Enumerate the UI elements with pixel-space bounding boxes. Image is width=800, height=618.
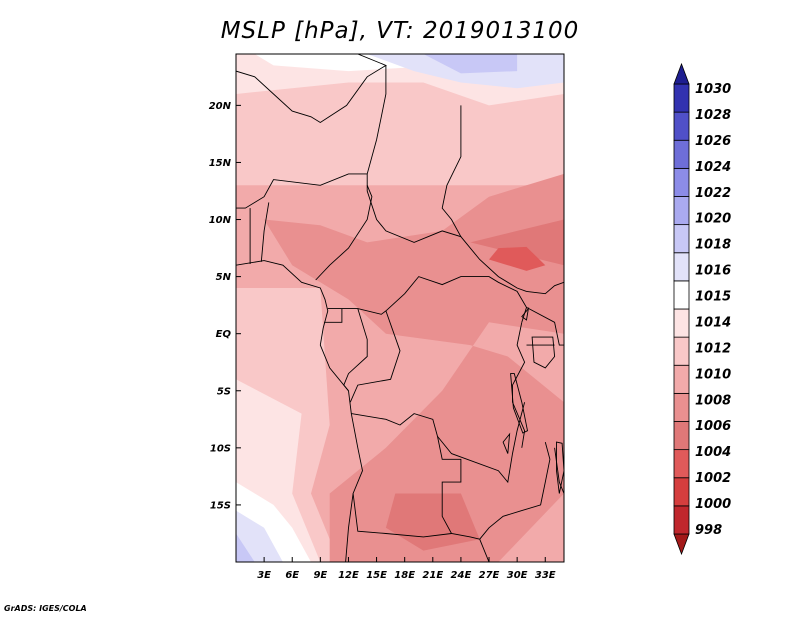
colorbar-swatch — [673, 224, 690, 254]
lake-outline-3 — [521, 307, 530, 321]
x-tick-label: 27E — [479, 570, 500, 581]
colorbar-swatch — [673, 167, 690, 197]
colorbar-label: 1020 — [695, 212, 731, 227]
x-tick-label: 33E — [535, 570, 556, 581]
colorbar-swatch — [673, 139, 690, 169]
pressure-region-1006 — [470, 219, 564, 266]
colorbar-label: 1010 — [695, 367, 731, 382]
border-line-13 — [437, 402, 526, 484]
x-tick-label: 6E — [285, 570, 299, 581]
colorbar-label: 1004 — [695, 445, 731, 460]
y-tick-label: EQ — [216, 329, 232, 340]
x-tick-label: 9E — [313, 570, 327, 581]
y-tick-label: 20N — [209, 101, 232, 112]
lake-outline-4 — [502, 432, 511, 454]
colorbar-swatch — [673, 83, 690, 113]
colorbar-swatch — [673, 364, 690, 394]
credit-text: GrADS: IGES/COLA — [4, 604, 87, 613]
x-tick-label: 15E — [366, 570, 387, 581]
country-borders — [236, 54, 564, 562]
border-line-6 — [236, 260, 363, 562]
chart-title: MSLP [hPa], VT: 2019013100 — [220, 18, 580, 44]
border-line-8 — [327, 276, 527, 323]
colorbar-swatch — [673, 196, 690, 226]
border-line-1 — [366, 65, 527, 292]
border-line-17 — [479, 539, 490, 562]
colorbar-swatch — [673, 62, 690, 85]
border-line-0 — [236, 54, 387, 124]
colorbar-label: 1018 — [695, 238, 731, 253]
colorbar-label: 1008 — [695, 393, 731, 408]
border-line-10 — [343, 308, 368, 392]
y-tick-label: 10N — [209, 215, 232, 226]
colorbar-swatch — [673, 336, 690, 366]
border-line-3 — [236, 173, 368, 209]
y-tick-label: 15N — [209, 158, 232, 169]
colorbar-label: 1012 — [695, 341, 731, 356]
x-tick-label: 30E — [507, 570, 528, 581]
border-line-4 — [260, 202, 270, 262]
pressure-region-1006 — [385, 493, 480, 551]
colorbar-swatch — [673, 449, 690, 479]
x-tick-label: 24E — [451, 570, 472, 581]
colorbar-swatch — [673, 421, 690, 451]
y-tick-label: 5S — [217, 386, 231, 397]
border-line-7 — [315, 185, 373, 281]
colorbar-swatch — [673, 477, 690, 507]
pressure-field — [236, 54, 564, 562]
colorbar-label: 1000 — [695, 497, 731, 512]
border-line-11 — [349, 310, 401, 403]
y-tick-label: 5N — [216, 272, 232, 283]
pressure-region-1016 — [236, 510, 283, 562]
colorbar-label: 1014 — [695, 316, 731, 331]
colorbar-swatch — [673, 505, 690, 535]
pressure-region-1004 — [489, 246, 546, 271]
colorbar-swatch — [673, 308, 690, 338]
border-line-12 — [351, 413, 480, 540]
y-axis: 20N 15N 10N 5N EQ 5S 10S 15S — [209, 101, 241, 511]
x-tick-label: 3E — [257, 570, 271, 581]
pressure-region-1018 — [236, 533, 255, 562]
lake-outline-0 — [531, 336, 556, 369]
x-tick-label: 18E — [394, 570, 415, 581]
border-line-19 — [526, 307, 564, 346]
x-tick-label: 12E — [338, 570, 359, 581]
colorbar-label: 1002 — [695, 471, 731, 486]
colorbar-label: 1024 — [695, 160, 731, 175]
colorbar-swatch — [673, 392, 690, 422]
border-line-18 — [526, 281, 564, 295]
border-line-16 — [479, 441, 551, 540]
colorbar-label: 1028 — [695, 108, 731, 123]
colorbar-swatch — [673, 280, 690, 310]
colorbar-label: 998 — [695, 523, 722, 538]
lake-outline-1 — [510, 373, 529, 434]
border-line-9 — [324, 308, 343, 323]
x-tick-label: 21E — [422, 570, 443, 581]
colorbar-swatch — [673, 111, 690, 141]
colorbar-label: 1026 — [695, 134, 731, 149]
colorbar-label: 1015 — [695, 290, 731, 305]
border-line-14 — [512, 322, 526, 448]
map-frame — [235, 53, 565, 563]
colorbar-label: 1022 — [695, 186, 731, 201]
colorbar-label: 1016 — [695, 264, 731, 279]
x-axis: 3E 6E 9E 12E 15E 18E 21E 24E 27E 30E 33E — [257, 557, 556, 581]
y-tick-label: 10S — [210, 443, 231, 454]
border-line-2 — [441, 105, 462, 237]
colorbar-label: 1006 — [695, 419, 731, 434]
colorbar-label: 1030 — [695, 82, 731, 97]
colorbar: 998 1000 1002 1004 1006 1008 1010 1012 1014 1015 1… — [673, 62, 731, 556]
colorbar-swatch — [673, 533, 690, 556]
pressure-region-1008 — [264, 173, 564, 562]
pressure-region-1018 — [423, 54, 518, 74]
border-line-15 — [352, 493, 452, 538]
colorbar-swatch — [673, 252, 690, 282]
y-tick-label: 15S — [210, 500, 231, 511]
lake-outline-2 — [556, 441, 564, 494]
